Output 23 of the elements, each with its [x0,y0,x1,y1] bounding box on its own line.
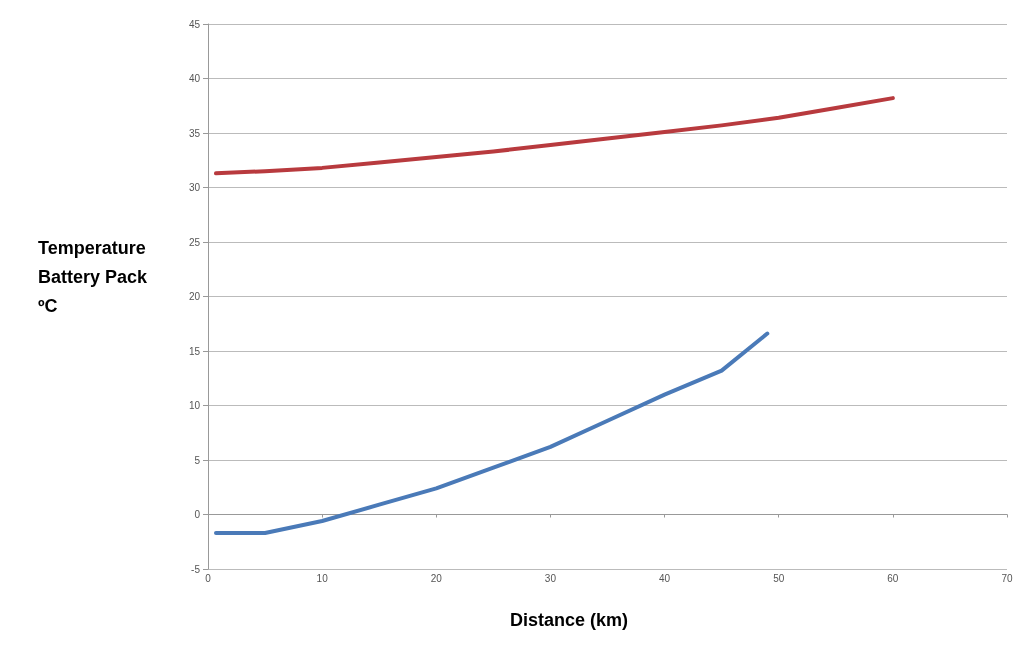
x-tick-label: 20 [430,572,443,584]
x-axis-title: Distance (km) [510,610,629,630]
y-tick-label: -5 [191,563,201,575]
line-series [213,96,895,176]
y-tick-label: 45 [188,18,201,30]
y-tick-label: 15 [188,345,201,357]
x-tick-label: 60 [887,572,899,584]
y-tick-label: 35 [188,127,201,139]
x-tick-label: 0 [205,572,212,584]
y-tick-label: 10 [188,400,201,411]
y-tick-label: 0 [194,509,201,520]
y-tick-label: 25 [188,236,201,248]
x-tick-label: 50 [773,572,785,584]
y-tick-label: 30 [188,182,201,193]
y-tick-label: 5 [194,454,201,466]
line-series [213,331,770,536]
y-axis-title: Temperature Battery Pack ºC [38,237,149,316]
x-tick-label: 70 [1001,572,1013,584]
x-tick-label: 40 [659,572,671,584]
y-tick-label: 20 [188,291,201,302]
y-tick-label: 40 [188,73,201,84]
x-tick-label: 30 [544,572,557,584]
x-tick-label: 10 [316,572,329,584]
